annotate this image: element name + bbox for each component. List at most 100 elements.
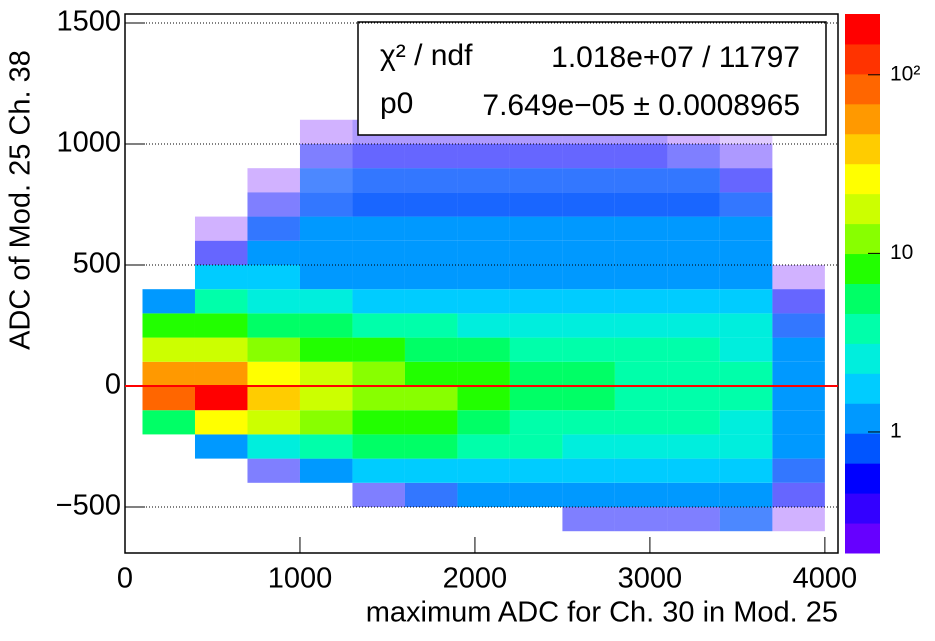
heat-cell [562, 482, 615, 508]
heat-cell [247, 361, 300, 386]
heat-cell [614, 289, 668, 314]
heat-cell [142, 337, 195, 362]
heat-cell [614, 168, 668, 193]
heat-cell [194, 361, 248, 386]
stats-value: 1.018e+07 / 11797 [551, 41, 800, 74]
heat-cell [457, 313, 510, 338]
heat-cell [614, 482, 668, 508]
heat-cell [614, 458, 668, 483]
heat-cell [404, 458, 458, 483]
heat-cell [614, 264, 668, 290]
heat-cell [194, 434, 248, 459]
heat-cell [352, 289, 405, 314]
heat-cell [299, 192, 353, 217]
heat-cell [404, 434, 458, 459]
heat-cell [509, 216, 563, 241]
z-tick-label: 1 [890, 420, 902, 443]
heat-cell [352, 458, 405, 483]
heat-cell [562, 434, 615, 459]
colorbar-band [845, 103, 880, 135]
heat-cell [719, 240, 773, 265]
heat-cell [457, 361, 510, 386]
heat-cell [719, 458, 773, 483]
heat-cell [299, 143, 353, 169]
heat-cell [772, 410, 825, 435]
heat-cell [509, 143, 563, 169]
heat-cell [352, 385, 405, 411]
heat-cell [509, 168, 563, 193]
heat-cell [562, 337, 615, 362]
heat-cell [667, 385, 720, 411]
heat-cell [667, 361, 720, 386]
heat-cell [614, 410, 668, 435]
heat-cell [142, 289, 195, 314]
heat-cell [247, 410, 300, 435]
heat-cell [614, 313, 668, 338]
heat-cell [667, 313, 720, 338]
colorbar-band [845, 163, 880, 195]
heat-cell [247, 264, 300, 290]
heat-cell [404, 313, 458, 338]
heat-cell [562, 216, 615, 241]
heat-cell [667, 143, 720, 169]
y-axis-label: ADC of Mod. 25 Ch. 38 [5, 50, 37, 350]
colorbar-band [845, 313, 880, 344]
heat-cell [509, 410, 563, 435]
heat-cell [667, 168, 720, 193]
heat-cell [457, 482, 510, 508]
heat-cell [142, 410, 195, 435]
heat-cell [509, 458, 563, 483]
y-tick-label: 500 [73, 248, 121, 280]
heat-cell [194, 289, 248, 314]
heat-cell [772, 458, 825, 483]
heat-cell [614, 361, 668, 386]
heat-cell [352, 361, 405, 386]
heat-cell [457, 192, 510, 217]
heat-cell [667, 289, 720, 314]
heat-cell [562, 385, 615, 411]
heat-cell [352, 240, 405, 265]
heat-cell [562, 313, 615, 338]
heat-cell [194, 385, 248, 411]
z-tick-label: 10 [890, 241, 913, 264]
heat-cell [719, 264, 773, 290]
heat-cell [142, 313, 195, 338]
heat-cell [719, 143, 773, 169]
heat-cell [299, 240, 353, 265]
y-tick-label: 0 [105, 369, 121, 401]
heat-cell [562, 289, 615, 314]
colorbar-band [845, 373, 880, 404]
heat-cell [719, 482, 773, 508]
colorbar-band [845, 253, 880, 284]
heat-cell [457, 264, 510, 290]
heat-cell [247, 434, 300, 459]
heat-cell [404, 264, 458, 290]
heat-cell [352, 313, 405, 338]
colorbar-band [845, 43, 880, 75]
stats-label: χ² / ndf [380, 39, 473, 72]
heat-cell [352, 482, 405, 508]
x-tick-label: 1000 [268, 563, 333, 595]
heat-cell [457, 143, 510, 169]
heat-cell [509, 385, 563, 411]
heat-cell [667, 240, 720, 265]
heat-cell [614, 240, 668, 265]
heat-cell [614, 337, 668, 362]
heat-cell [562, 143, 615, 169]
heat-cell [404, 337, 458, 362]
heat-cell [667, 458, 720, 483]
heat-cell [562, 192, 615, 217]
heat-cell [352, 192, 405, 217]
heat-cell [457, 216, 510, 241]
heat-cell [299, 289, 353, 314]
heat-cell [562, 264, 615, 290]
heat-cell [352, 337, 405, 362]
heat-cell [719, 385, 773, 411]
stats-value: 7.649e−05 ± 0.0008965 [482, 89, 800, 122]
z-tick-label: 10² [890, 62, 920, 85]
colorbar-band [845, 14, 880, 45]
heat-cell [614, 216, 668, 241]
colorbar-band [845, 283, 880, 314]
heat-cell [719, 507, 773, 532]
